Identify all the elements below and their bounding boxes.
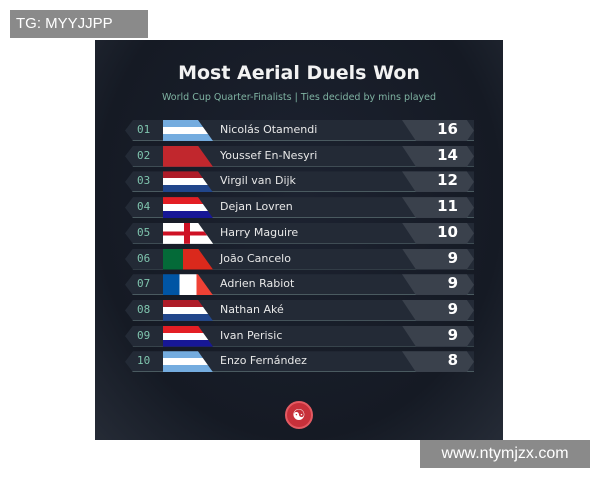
score: 9 [447, 274, 458, 293]
score-background [402, 222, 474, 244]
flag-france-icon [163, 274, 213, 296]
score-background [402, 299, 474, 321]
flag-netherlands-icon [163, 299, 213, 321]
score: 8 [447, 351, 458, 370]
row-background [125, 171, 474, 193]
rank: 08 [137, 302, 151, 316]
row-background [125, 299, 474, 321]
table-row: 10 Enzo Fernández 8 [125, 351, 474, 373]
flag-argentina-icon [163, 351, 213, 373]
score: 12 [437, 171, 458, 190]
brand-logo-icon: ☯ [285, 401, 313, 429]
score: 9 [447, 325, 458, 344]
score-background [402, 145, 474, 167]
watermark-bottom: www.ntymjzx.com [420, 440, 590, 468]
player-name: João Cancelo [220, 251, 291, 265]
player-name: Ivan Perisic [220, 328, 283, 342]
flag-england-icon [163, 222, 213, 244]
table-row: 01 Nicolás Otamendi 16 [125, 120, 474, 141]
score: 14 [437, 145, 458, 164]
flag-morocco-icon [163, 145, 213, 167]
player-name: Nicolás Otamendi [220, 123, 318, 136]
rank: 10 [137, 354, 151, 368]
table-row: 09 Ivan Perisic 9 [125, 325, 474, 347]
rank: 02 [137, 148, 151, 162]
subtitle: World Cup Quarter-Finalists | Ties decid… [161, 92, 437, 103]
table-row: 07 Adrien Rabiot 9 [125, 274, 474, 296]
score-background [402, 120, 474, 141]
flag-croatia-icon [163, 325, 213, 347]
score: 10 [437, 222, 458, 241]
row-background [125, 145, 474, 167]
score-background [402, 171, 474, 193]
score-background [402, 248, 474, 270]
flag-argentina-icon [163, 120, 213, 141]
page-title: Most Aerial Duels Won [178, 62, 420, 84]
player-name: Nathan Aké [220, 302, 284, 316]
table-row: 04 Dejan Lovren 11 [125, 197, 474, 219]
rank: 04 [137, 200, 151, 214]
score-background [402, 351, 474, 373]
flag-croatia-icon [163, 197, 213, 219]
row-background [125, 274, 474, 296]
row-background [125, 351, 474, 373]
flag-portugal-icon [163, 248, 213, 270]
table-row: 03 Virgil van Dijk 12 [125, 171, 474, 193]
watermark-top: TG: MYYJJPP [10, 10, 148, 38]
rank: 09 [137, 328, 151, 342]
player-name: Harry Maguire [220, 225, 299, 239]
rank: 03 [137, 174, 151, 188]
score-background [402, 197, 474, 219]
score: 16 [437, 120, 458, 138]
flag-netherlands-icon [163, 171, 213, 193]
player-name: Youssef En-Nesyri [220, 148, 318, 162]
score: 9 [447, 248, 458, 267]
rank: 01 [137, 123, 151, 136]
table-row: 06 João Cancelo 9 [125, 248, 474, 270]
player-name: Dejan Lovren [220, 200, 293, 214]
rank: 06 [137, 251, 151, 265]
row-background [125, 197, 474, 219]
score: 11 [437, 197, 458, 216]
player-name: Enzo Fernández [220, 354, 307, 368]
table-row: 08 Nathan Aké 9 [125, 299, 474, 321]
player-name: Virgil van Dijk [220, 174, 296, 188]
row-background [125, 120, 474, 141]
rank: 07 [137, 277, 151, 291]
score-background [402, 325, 474, 347]
row-background [125, 248, 474, 270]
table-row: 02 Youssef En-Nesyri 14 [125, 145, 474, 167]
table-row: 05 Harry Maguire 10 [125, 222, 474, 244]
row-background [125, 222, 474, 244]
score-background [402, 274, 474, 296]
leaderboard-card: Most Aerial Duels Won World Cup Quarter-… [95, 40, 503, 440]
row-background [125, 325, 474, 347]
player-name: Adrien Rabiot [220, 277, 295, 291]
score: 9 [447, 299, 458, 318]
rank: 05 [137, 225, 151, 239]
